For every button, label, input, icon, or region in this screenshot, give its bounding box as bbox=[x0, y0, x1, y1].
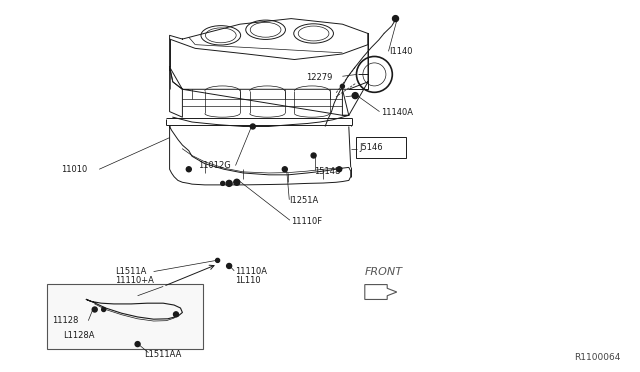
Text: L1511A: L1511A bbox=[115, 267, 147, 276]
Text: 11110+A: 11110+A bbox=[115, 276, 154, 285]
Circle shape bbox=[221, 182, 225, 185]
FancyBboxPatch shape bbox=[47, 283, 203, 349]
Circle shape bbox=[92, 307, 97, 312]
Circle shape bbox=[226, 180, 232, 186]
Text: L1128A: L1128A bbox=[63, 331, 94, 340]
Circle shape bbox=[102, 308, 106, 311]
Text: L1511AA: L1511AA bbox=[144, 350, 181, 359]
Circle shape bbox=[392, 16, 399, 22]
Text: 1L110: 1L110 bbox=[236, 276, 261, 285]
Text: 11012G: 11012G bbox=[198, 161, 231, 170]
Circle shape bbox=[282, 167, 287, 172]
Circle shape bbox=[311, 153, 316, 158]
Text: 11110F: 11110F bbox=[291, 217, 323, 226]
Text: R1100064: R1100064 bbox=[575, 353, 621, 362]
Text: 11110A: 11110A bbox=[236, 267, 268, 276]
Text: FRONT: FRONT bbox=[365, 267, 403, 277]
Text: 15148: 15148 bbox=[314, 167, 340, 176]
Text: 11128: 11128 bbox=[52, 316, 79, 325]
Text: I1140: I1140 bbox=[389, 47, 413, 56]
Circle shape bbox=[227, 263, 232, 269]
Circle shape bbox=[135, 341, 140, 347]
Circle shape bbox=[340, 84, 344, 88]
Text: 12279: 12279 bbox=[306, 73, 332, 82]
Circle shape bbox=[173, 312, 179, 317]
Circle shape bbox=[337, 167, 342, 172]
Text: J5146: J5146 bbox=[360, 143, 383, 152]
Circle shape bbox=[352, 93, 358, 99]
Circle shape bbox=[234, 179, 240, 185]
Text: I1251A: I1251A bbox=[289, 196, 319, 205]
Text: 11140A: 11140A bbox=[381, 108, 413, 117]
Circle shape bbox=[250, 124, 255, 129]
Text: 11010: 11010 bbox=[61, 165, 87, 174]
Circle shape bbox=[186, 167, 191, 172]
Circle shape bbox=[216, 259, 220, 262]
